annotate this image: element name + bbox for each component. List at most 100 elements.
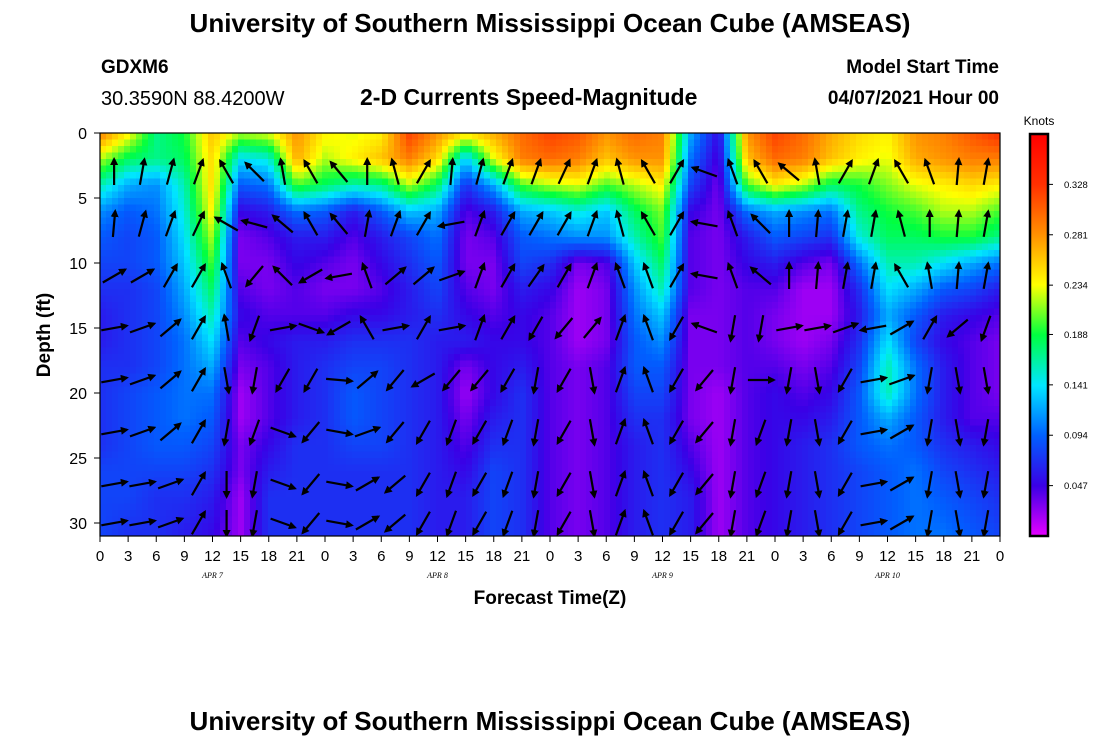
heatmap-cell: [712, 146, 719, 154]
heatmap-cell: [160, 308, 167, 316]
heatmap-cell: [856, 133, 863, 141]
heatmap-cell: [892, 152, 899, 160]
heatmap-cell: [436, 211, 443, 219]
heatmap-cell: [988, 282, 995, 290]
heatmap-cell: [448, 139, 455, 147]
heatmap-cell: [256, 263, 263, 271]
heatmap-cell: [640, 133, 647, 141]
heatmap-cell: [952, 237, 959, 245]
heatmap-cell: [232, 198, 239, 206]
heatmap-cell: [208, 334, 215, 342]
heatmap-cell: [910, 237, 917, 245]
heatmap-cell: [586, 295, 593, 303]
heatmap-cell: [766, 159, 773, 167]
heatmap-cell: [190, 276, 197, 284]
heatmap-cell: [562, 139, 569, 147]
heatmap-cell: [136, 276, 143, 284]
heatmap-cell: [376, 230, 383, 238]
heatmap-cell: [952, 243, 959, 251]
heatmap-cell: [286, 217, 293, 225]
heatmap-cell: [196, 256, 203, 264]
heatmap-cell: [136, 282, 143, 290]
heatmap-cell: [442, 133, 449, 141]
heatmap-cell: [640, 146, 647, 154]
heatmap-cell: [748, 334, 755, 342]
heatmap-cell: [466, 321, 473, 329]
heatmap-cell: [868, 146, 875, 154]
heatmap-cell: [784, 328, 791, 336]
heatmap-cell: [784, 172, 791, 180]
heatmap-cell: [532, 204, 539, 212]
heatmap-cell: [718, 217, 725, 225]
heatmap-cell: [352, 204, 359, 212]
heatmap-cell: [874, 328, 881, 336]
heatmap-cell: [160, 347, 167, 355]
heatmap-cell: [130, 191, 137, 199]
heatmap-cell: [724, 204, 731, 212]
heatmap-cell: [718, 250, 725, 258]
heatmap-cell: [196, 139, 203, 147]
heatmap-cell: [952, 146, 959, 154]
heatmap-cell: [532, 185, 539, 193]
heatmap-cell: [382, 315, 389, 323]
heatmap-cell: [412, 289, 419, 297]
heatmap-cell: [754, 198, 761, 206]
heatmap-cell: [322, 152, 329, 160]
heatmap-cell: [556, 295, 563, 303]
heatmap-cell: [850, 133, 857, 141]
heatmap-cell: [262, 282, 269, 290]
heatmap-cell: [850, 289, 857, 297]
heatmap-cell: [658, 321, 665, 329]
heatmap-cell: [634, 165, 641, 173]
heatmap-cell: [796, 165, 803, 173]
heatmap-cell: [424, 237, 431, 245]
heatmap-cell: [106, 237, 113, 245]
heatmap-cell: [994, 133, 1000, 141]
heatmap-cell: [496, 146, 503, 154]
heatmap-cell: [766, 185, 773, 193]
speed-heatmap: [100, 133, 1000, 536]
heatmap-cell: [466, 269, 473, 277]
heatmap-cell: [544, 295, 551, 303]
heatmap-cell: [922, 172, 929, 180]
heatmap-cell: [586, 172, 593, 180]
heatmap-cell: [652, 276, 659, 284]
heatmap-cell: [466, 237, 473, 245]
heatmap-cell: [244, 334, 251, 342]
heatmap-cell: [880, 230, 887, 238]
heatmap-cell: [922, 165, 929, 173]
heatmap-cell: [808, 250, 815, 258]
heatmap-cell: [250, 347, 257, 355]
heatmap-cell: [970, 204, 977, 212]
heatmap-cell: [418, 250, 425, 258]
heatmap-cell: [646, 152, 653, 160]
heatmap-cell: [250, 269, 257, 277]
heatmap-cell: [406, 334, 413, 342]
heatmap-cell: [154, 263, 161, 271]
heatmap-cell: [862, 159, 869, 167]
heatmap-cell: [418, 217, 425, 225]
heatmap-cell: [262, 191, 269, 199]
heatmap-cell: [658, 315, 665, 323]
heatmap-cell: [568, 152, 575, 160]
heatmap-cell: [376, 237, 383, 245]
heatmap-cell: [604, 302, 611, 310]
heatmap-cell: [874, 250, 881, 258]
heatmap-cell: [118, 347, 125, 355]
heatmap-cell: [496, 152, 503, 160]
heatmap-cell: [130, 276, 137, 284]
heatmap-cell: [826, 178, 833, 186]
heatmap-cell: [556, 289, 563, 297]
heatmap-cell: [118, 185, 125, 193]
heatmap-cell: [160, 185, 167, 193]
heatmap-cell: [190, 224, 197, 232]
heatmap-cell: [226, 302, 233, 310]
heatmap-cell: [166, 139, 173, 147]
heatmap-cell: [850, 211, 857, 219]
heatmap-cell: [862, 295, 869, 303]
heatmap-cell: [448, 146, 455, 154]
heatmap-cell: [160, 276, 167, 284]
heatmap-cell: [244, 302, 251, 310]
heatmap-cell: [742, 133, 749, 141]
heatmap-cell: [280, 133, 287, 141]
